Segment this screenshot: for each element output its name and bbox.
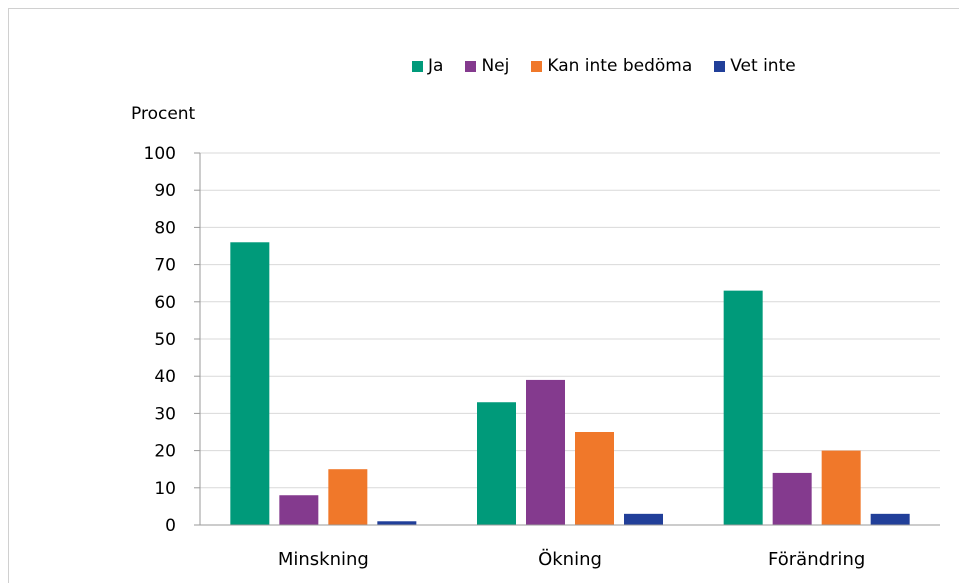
y-tick-label-90: 90 — [154, 181, 176, 201]
bar-vet-inte-3 — [870, 513, 910, 525]
bar-ja-2 — [477, 402, 516, 525]
y-tick-label-30: 30 — [154, 404, 176, 424]
x-tick-label: Ökning — [538, 548, 602, 570]
bar-vet-inte-2 — [624, 513, 663, 525]
legend-label-ja: Ja — [428, 56, 444, 76]
x-tick-label: Förändring — [768, 549, 865, 570]
y-tick-label-10: 10 — [154, 479, 176, 499]
bar-nej-2 — [526, 379, 565, 525]
y-tick-label-100: 100 — [144, 144, 176, 164]
bar-ja-1 — [230, 242, 270, 525]
legend-label-kan-inte-bedoma: Kan inte bedöma — [547, 56, 693, 76]
legend-swatch-kan-inte-bedoma — [531, 60, 543, 72]
legend-label-nej: Nej — [481, 56, 510, 76]
legend-label-vet-inte: Vet inte — [730, 56, 796, 76]
y-tick-label-60: 60 — [154, 293, 176, 313]
y-tick-label-80: 80 — [154, 218, 176, 238]
bar-vet-inte-1 — [377, 521, 417, 525]
legend: Ja Nej Kan inte bedöma Vet inte — [412, 56, 818, 76]
bar-nej-3 — [772, 472, 812, 525]
legend-swatch-ja — [412, 60, 423, 72]
legend-item-nej: Nej — [465, 56, 509, 76]
bar-ja-3 — [723, 290, 763, 525]
y-tick-label-40: 40 — [154, 367, 176, 387]
bar-kan-inte-bed-ma-2 — [575, 432, 614, 525]
legend-item-kan-inte-bedoma: Kan inte bedöma — [531, 56, 692, 76]
legend-swatch-vet-inte — [714, 60, 726, 72]
legend-item-vet-inte: Vet inte — [714, 56, 796, 76]
bar-nej-1 — [279, 495, 319, 525]
legend-swatch-nej — [465, 60, 477, 72]
y-axis-label: Procent — [131, 104, 196, 124]
y-tick-label-70: 70 — [154, 256, 176, 276]
x-tick-label: Minskning — [278, 549, 369, 570]
y-tick-label-20: 20 — [154, 442, 176, 462]
bar-kan-inte-bed-ma-1 — [328, 469, 368, 525]
legend-item-ja: Ja — [412, 56, 443, 76]
y-tick-label-50: 50 — [154, 330, 176, 350]
bar-kan-inte-bed-ma-3 — [821, 450, 861, 525]
y-tick-label-0: 0 — [165, 516, 176, 536]
